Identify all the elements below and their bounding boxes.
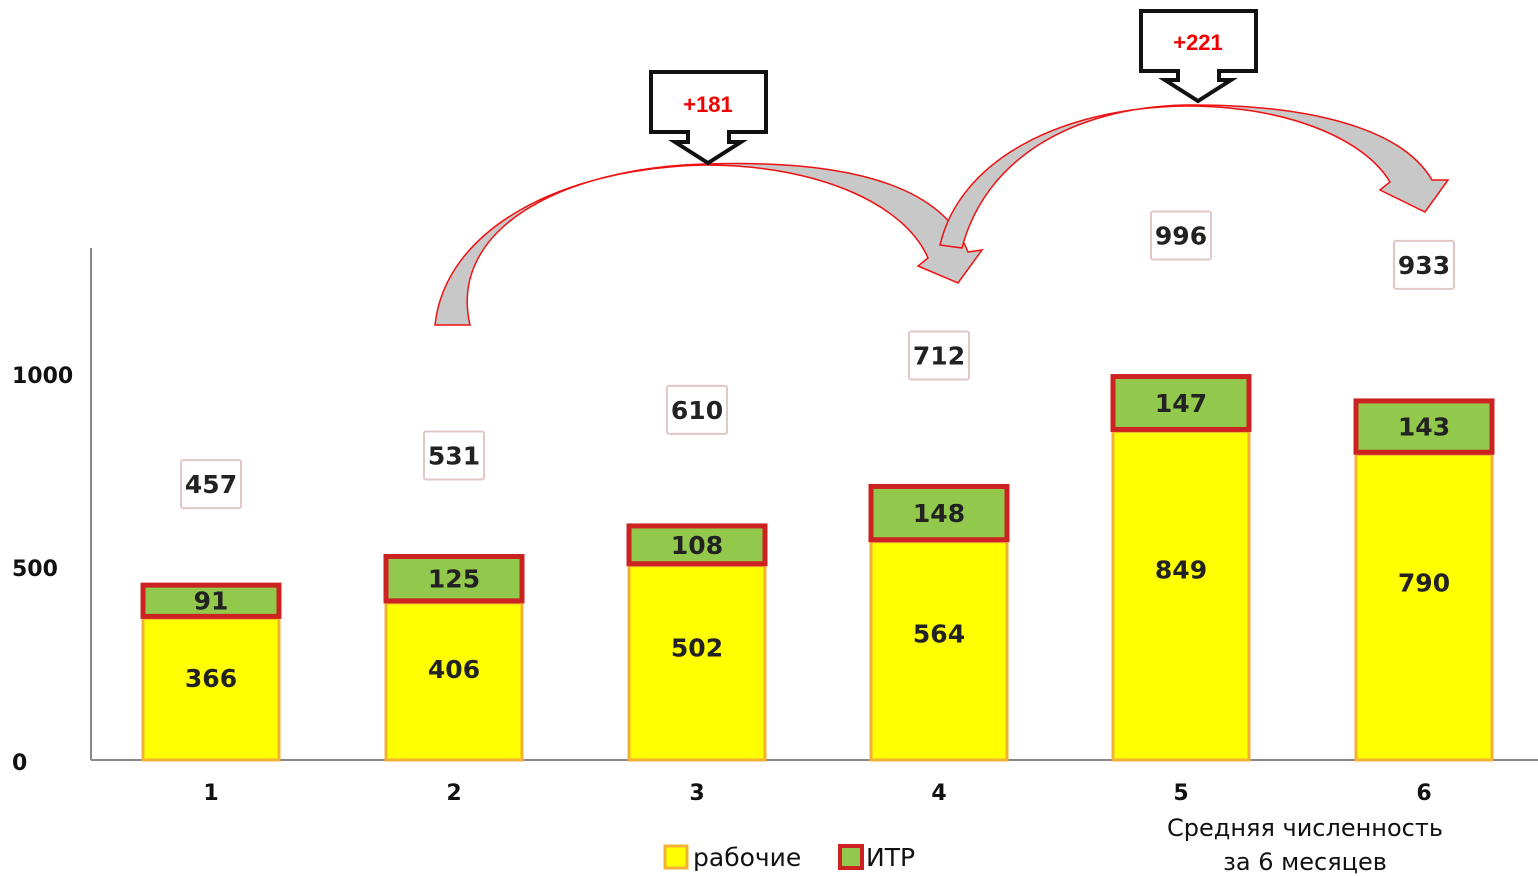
bar-itr-4 bbox=[868, 483, 1010, 543]
bar-itr-2 bbox=[383, 554, 525, 604]
total-box-4 bbox=[908, 330, 970, 381]
total-box-6 bbox=[1393, 239, 1455, 290]
bar-workers-3 bbox=[627, 564, 767, 762]
data-label-itr-3: 108 bbox=[671, 531, 723, 560]
total-label-6: 933 bbox=[1398, 251, 1450, 280]
data-label-workers-3: 502 bbox=[671, 633, 723, 662]
curved-arrow-icon bbox=[434, 162, 984, 326]
data-label-itr-5: 147 bbox=[1155, 389, 1207, 418]
data-label-itr-1: 91 bbox=[194, 587, 229, 616]
x-tick-label-5: 5 bbox=[1173, 781, 1188, 806]
category-note-line-1: Средняя численность bbox=[1167, 814, 1443, 842]
total-label-3: 610 bbox=[671, 396, 723, 425]
legend-swatch-itr bbox=[838, 844, 864, 870]
category-note-line-2: за 6 месяцев bbox=[1223, 848, 1387, 876]
total-label-1: 457 bbox=[185, 470, 237, 499]
callout-box-icon bbox=[1139, 9, 1258, 104]
data-label-itr-4: 148 bbox=[913, 499, 965, 528]
bars-group: 366 91 457 1 406 125 531 2 502 108 610 3 564 148 712 4 8… bbox=[140, 210, 1495, 806]
x-tick-label-1: 1 bbox=[203, 781, 218, 806]
bar-workers-6 bbox=[1354, 452, 1494, 762]
callout-221: +221 bbox=[1139, 9, 1258, 104]
x-tick-label-6: 6 bbox=[1416, 781, 1431, 806]
bar-workers-4 bbox=[869, 540, 1009, 762]
total-box-3 bbox=[666, 384, 728, 435]
data-label-itr-6: 143 bbox=[1398, 413, 1450, 442]
total-box-1 bbox=[180, 459, 242, 510]
total-box-2 bbox=[423, 430, 485, 481]
callout-box-icon bbox=[649, 70, 768, 166]
x-tick-label-2: 2 bbox=[446, 781, 461, 806]
total-label-2: 531 bbox=[428, 442, 480, 471]
x-tick-label-4: 4 bbox=[931, 781, 946, 806]
bar-itr-3 bbox=[626, 523, 768, 567]
callout-label-181: +181 bbox=[683, 92, 733, 117]
data-label-workers-1: 366 bbox=[185, 664, 237, 693]
legend-swatch-workers bbox=[663, 844, 689, 870]
total-box-5 bbox=[1150, 210, 1212, 261]
data-label-workers-5: 849 bbox=[1155, 555, 1207, 584]
bar-itr-5 bbox=[1110, 374, 1252, 432]
total-label-5: 996 bbox=[1155, 222, 1207, 251]
bar-workers-1 bbox=[141, 616, 281, 762]
callout-181: +181 bbox=[649, 70, 768, 166]
data-label-workers-2: 406 bbox=[428, 655, 480, 684]
bar-itr-6 bbox=[1353, 398, 1495, 455]
legend-label-workers: рабочие bbox=[693, 843, 801, 872]
growth-arrow-4-to-6 bbox=[939, 104, 1450, 249]
data-label-workers-4: 564 bbox=[913, 619, 965, 648]
callout-label-221: +221 bbox=[1173, 30, 1223, 55]
legend: рабочие ИТР bbox=[663, 843, 915, 872]
y-tick-label-500: 500 bbox=[12, 557, 58, 582]
curved-arrow-icon bbox=[939, 104, 1450, 249]
total-label-4: 712 bbox=[913, 341, 965, 370]
y-tick-label-1000: 1000 bbox=[12, 364, 73, 389]
data-label-itr-2: 125 bbox=[428, 565, 480, 594]
legend-label-itr: ИТР bbox=[866, 843, 915, 872]
data-label-workers-6: 790 bbox=[1398, 569, 1450, 598]
bar-itr-1 bbox=[140, 582, 282, 619]
bar-workers-5 bbox=[1111, 429, 1251, 762]
x-tick-label-3: 3 bbox=[689, 781, 704, 806]
y-tick-label-0: 0 bbox=[12, 751, 27, 776]
growth-arrow-2-to-4 bbox=[434, 162, 984, 326]
